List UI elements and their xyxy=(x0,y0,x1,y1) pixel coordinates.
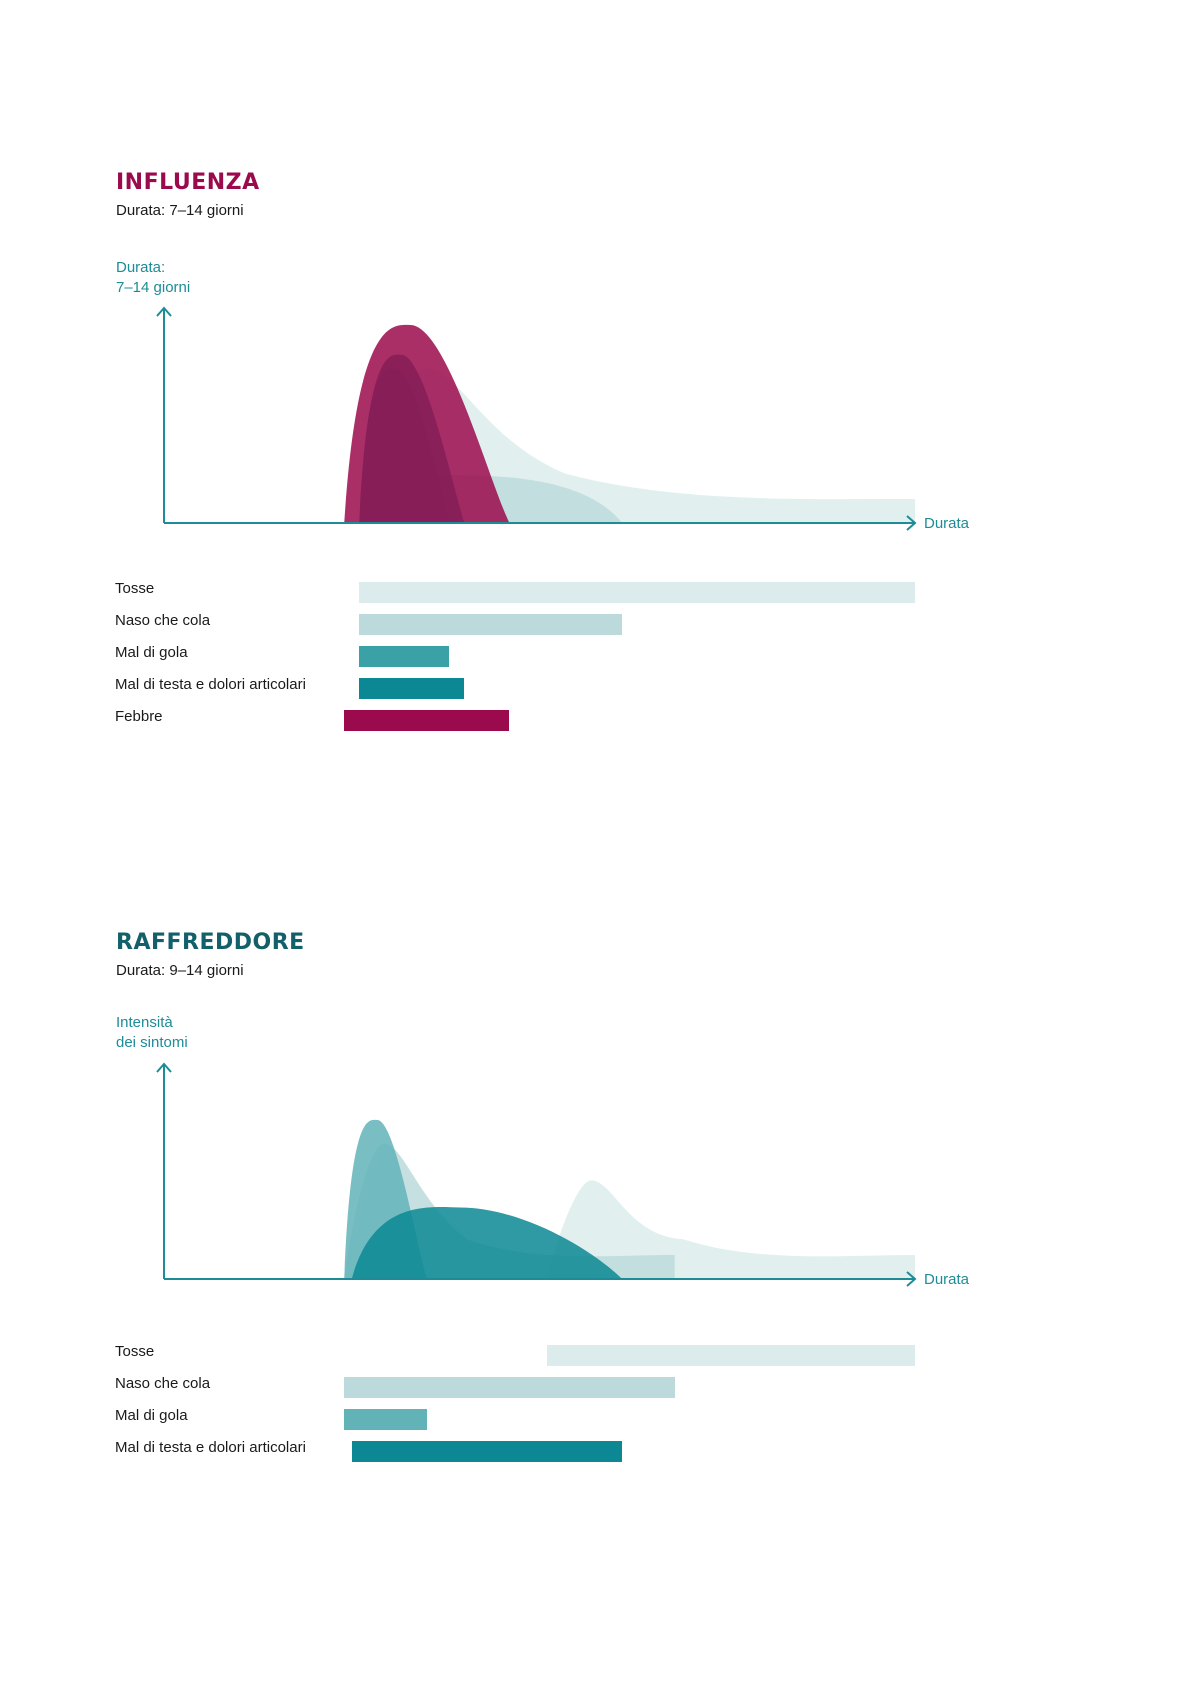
influenza-area-chart: Durata xyxy=(156,306,970,532)
bar-mal-di-testa-e-dolori-articolari xyxy=(359,678,465,699)
chart-title: INFLUENZA xyxy=(116,170,260,195)
bar-label-mal-di-testa-e-dolori-articolari: Mal di testa e dolori articolari xyxy=(115,676,306,693)
area-febbre xyxy=(344,324,510,523)
x-axis-label: Durata xyxy=(924,515,970,532)
bar-febbre xyxy=(344,710,510,731)
chart-title: RAFFREDDORE xyxy=(116,930,305,955)
influenza-section: INFLUENZA Durata: 7–14 giorni Durata: 7–… xyxy=(0,0,1191,760)
bar-label-naso-che-cola: Naso che cola xyxy=(115,612,211,629)
x-axis-arrow xyxy=(906,515,917,531)
y-axis-arrow xyxy=(156,306,172,317)
bar-naso-che-cola xyxy=(344,1377,675,1398)
area-series-group xyxy=(344,1119,915,1279)
bar-tosse xyxy=(547,1345,915,1366)
bar-tosse xyxy=(359,582,915,603)
bar-mal-di-testa-e-dolori-articolari xyxy=(351,1441,623,1462)
raffreddore-area-chart: Durata xyxy=(156,1062,970,1288)
chart-subtitle: Durata: 9–14 giorni xyxy=(116,962,244,979)
bar-label-mal-di-gola: Mal di gola xyxy=(115,1407,188,1424)
bar-mal-di-gola xyxy=(359,646,450,667)
bar-label-febbre: Febbre xyxy=(115,708,163,725)
bar-label-mal-di-gola: Mal di gola xyxy=(115,644,188,661)
bar-naso-che-cola xyxy=(359,614,623,635)
bar-label-tosse: Tosse xyxy=(115,580,155,597)
x-axis-label: Durata xyxy=(924,1271,970,1288)
bar-label-mal-di-testa-e-dolori-articolari: Mal di testa e dolori articolari xyxy=(115,1439,306,1456)
chart-subtitle: Durata: 7–14 giorni xyxy=(116,202,244,219)
bar-label-tosse: Tosse xyxy=(115,1343,155,1360)
area-mal-di-testa-e-dolori-articolari xyxy=(351,1207,623,1279)
y-axis-label: Durata: 7–14 giorni xyxy=(116,259,191,296)
bar-label-naso-che-cola: Naso che cola xyxy=(115,1375,211,1392)
x-axis-arrow xyxy=(906,1271,917,1287)
y-axis-label: Intensità dei sintomi xyxy=(116,1014,188,1051)
raffreddore-section: RAFFREDDORE Durata: 9–14 giorni Intensit… xyxy=(115,930,970,1462)
area-series-group xyxy=(344,324,915,523)
area-tosse xyxy=(547,1180,915,1279)
y-axis-arrow xyxy=(156,1062,172,1073)
bar-mal-di-gola xyxy=(344,1409,427,1430)
